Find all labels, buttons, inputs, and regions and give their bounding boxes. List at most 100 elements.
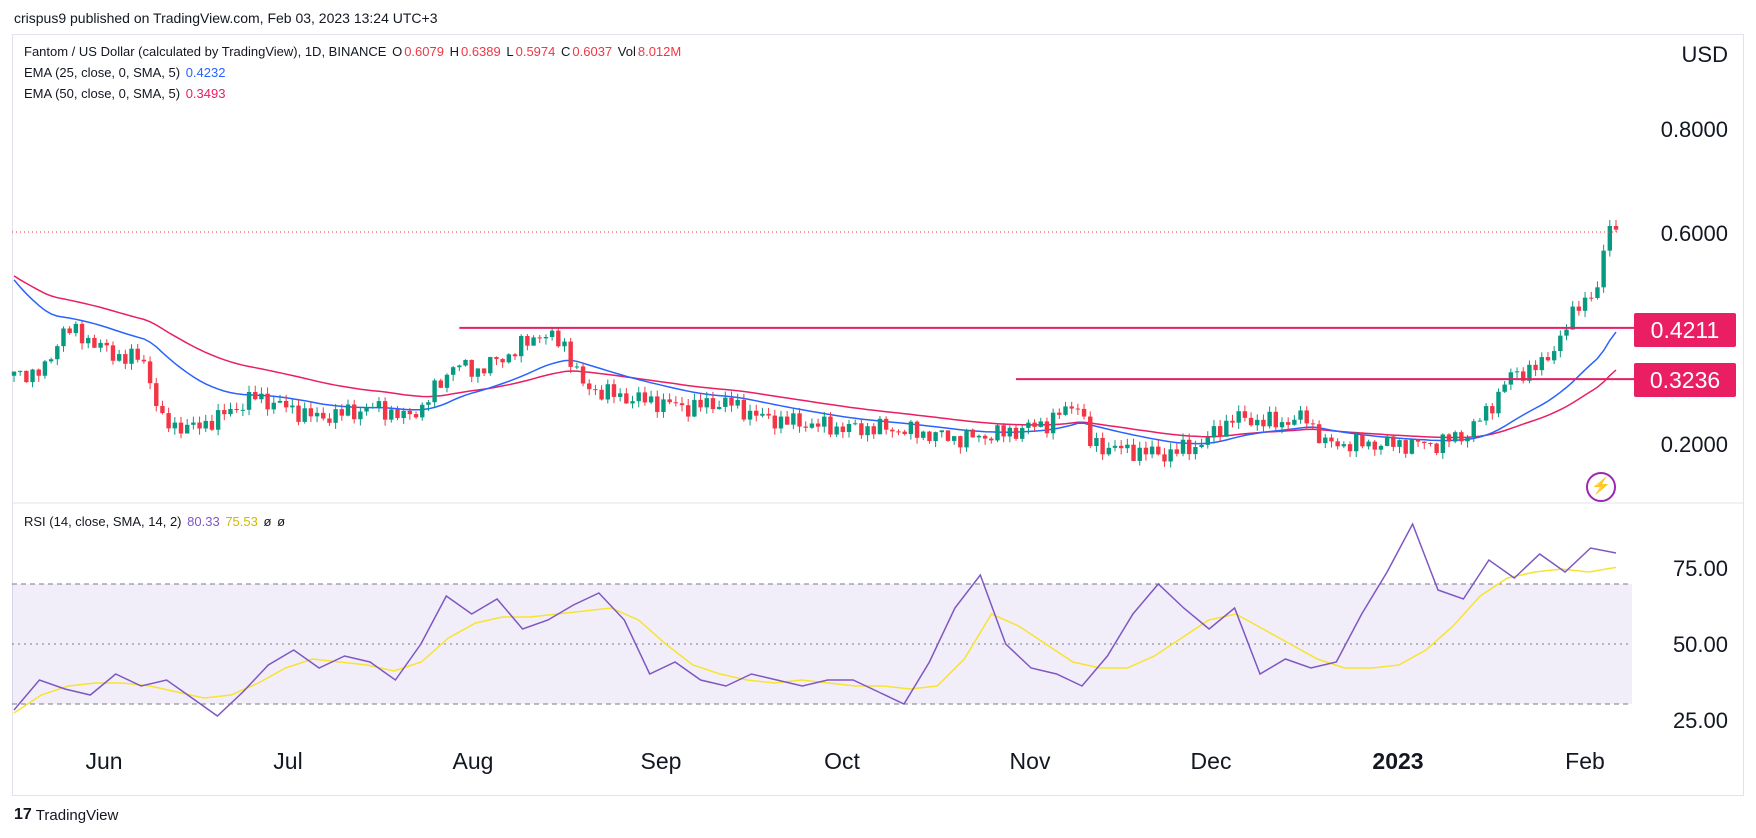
candle-body [110, 345, 116, 361]
rsi-tick-0: 75.00 [1672, 556, 1728, 581]
legend-ema50-value: 0.3493 [185, 86, 226, 101]
candle-body [481, 368, 487, 374]
price-tick-1: 0.6000 [1660, 221, 1728, 246]
candle-body [1199, 444, 1204, 448]
candle-body [908, 421, 914, 435]
legend-ema50-line: EMA (50, close, 0, SMA, 5) 0.3493 [24, 86, 227, 101]
candle-body [1570, 306, 1575, 330]
candle-body [271, 402, 276, 410]
candle-body [228, 408, 233, 415]
footer-logo[interactable]: 17 TradingView [14, 806, 118, 824]
candle-body [147, 361, 153, 384]
candle-body [1551, 351, 1557, 361]
legend-vol-label: Vol [617, 44, 636, 59]
candle-body [48, 359, 54, 362]
candle-body [951, 436, 957, 441]
candle-body [24, 370, 29, 383]
legend-h-value: 0.6389 [460, 44, 501, 59]
candle-body [1081, 408, 1087, 417]
legend-rsi-extra2: ø [277, 514, 286, 529]
candle-body [1100, 437, 1105, 455]
legend-symbol-line: Fantom / US Dollar (calculated by Tradin… [24, 44, 683, 59]
rsi-line [13, 522, 1617, 717]
candle-body [1613, 225, 1619, 230]
candle-body [543, 336, 549, 339]
candle-body [1459, 432, 1464, 442]
candle-body [840, 426, 846, 433]
candle-body [1168, 449, 1173, 462]
legend-c-label: C [561, 44, 571, 59]
legend-h-label: H [449, 44, 459, 59]
candle-body [580, 366, 586, 384]
rsi-sma-line [13, 566, 1617, 714]
x-tick-dec: Dec [1190, 748, 1232, 774]
candle-body [642, 392, 648, 403]
candle-body [605, 384, 610, 400]
candle-body [1075, 408, 1081, 410]
candle-body [166, 413, 171, 429]
candle-body [1446, 434, 1452, 442]
candle-body [883, 418, 889, 430]
candle-body [1576, 306, 1582, 311]
candle-body [989, 438, 994, 441]
legend-o-label: O [392, 44, 403, 59]
candle-body [747, 410, 753, 420]
candle-body [457, 365, 462, 368]
ema50-line [13, 275, 1617, 439]
candle-body [556, 330, 561, 347]
candle-body [648, 396, 654, 403]
candle-body [970, 429, 975, 438]
chart-frame[interactable] [12, 34, 1744, 796]
candle-body [351, 404, 357, 420]
candle-body [865, 426, 870, 436]
candle-body [1601, 250, 1606, 288]
candle-body [358, 411, 363, 420]
candle-body [1057, 412, 1062, 415]
candle-body [1273, 411, 1279, 428]
resistance-price-tag: 0.4211 [1634, 313, 1736, 347]
candle-body [1490, 406, 1495, 414]
candle-body [958, 436, 963, 448]
candle-body [314, 412, 320, 417]
candle-body [1069, 406, 1074, 409]
candle-body [1013, 427, 1019, 439]
candle-body [209, 420, 215, 430]
candle-body [1279, 422, 1285, 428]
candle-body [729, 397, 734, 406]
candle-body [754, 410, 759, 416]
candle-body [172, 422, 178, 429]
candle-body [253, 391, 258, 400]
candle-body [1582, 297, 1588, 311]
candle-body [525, 335, 530, 346]
candle-body [902, 431, 907, 435]
candle-body [760, 413, 765, 416]
candle-body [1020, 427, 1025, 439]
candle-body [1452, 432, 1458, 442]
legend-o-value: 0.6079 [404, 44, 444, 59]
candle-body [673, 402, 679, 404]
candle-body [778, 416, 784, 429]
candle-body [1063, 406, 1068, 415]
candle-body [914, 421, 920, 438]
candle-body [370, 407, 375, 409]
candle-body [1440, 434, 1446, 454]
candle-body [704, 398, 709, 408]
x-tick-aug: Aug [452, 748, 494, 774]
candle-body [1230, 420, 1235, 423]
candle-body [475, 368, 481, 377]
lightning-icon[interactable]: ⚡ [1586, 472, 1616, 502]
candle-body [1329, 437, 1334, 442]
candle-body [1558, 335, 1563, 352]
candle-body [1415, 439, 1421, 442]
candle-body [413, 414, 419, 418]
candle-body [1187, 439, 1192, 455]
candle-body [1236, 411, 1241, 423]
legend-rsi-line: RSI (14, close, SMA, 14, 2) 80.33 75.53 … [24, 514, 287, 529]
candle-body [1211, 426, 1217, 438]
candle-body [79, 323, 85, 344]
candle-body [98, 342, 103, 348]
candle-body [438, 380, 443, 388]
support-price-tag: 0.3236 [1634, 363, 1736, 397]
candle-body [797, 413, 802, 427]
